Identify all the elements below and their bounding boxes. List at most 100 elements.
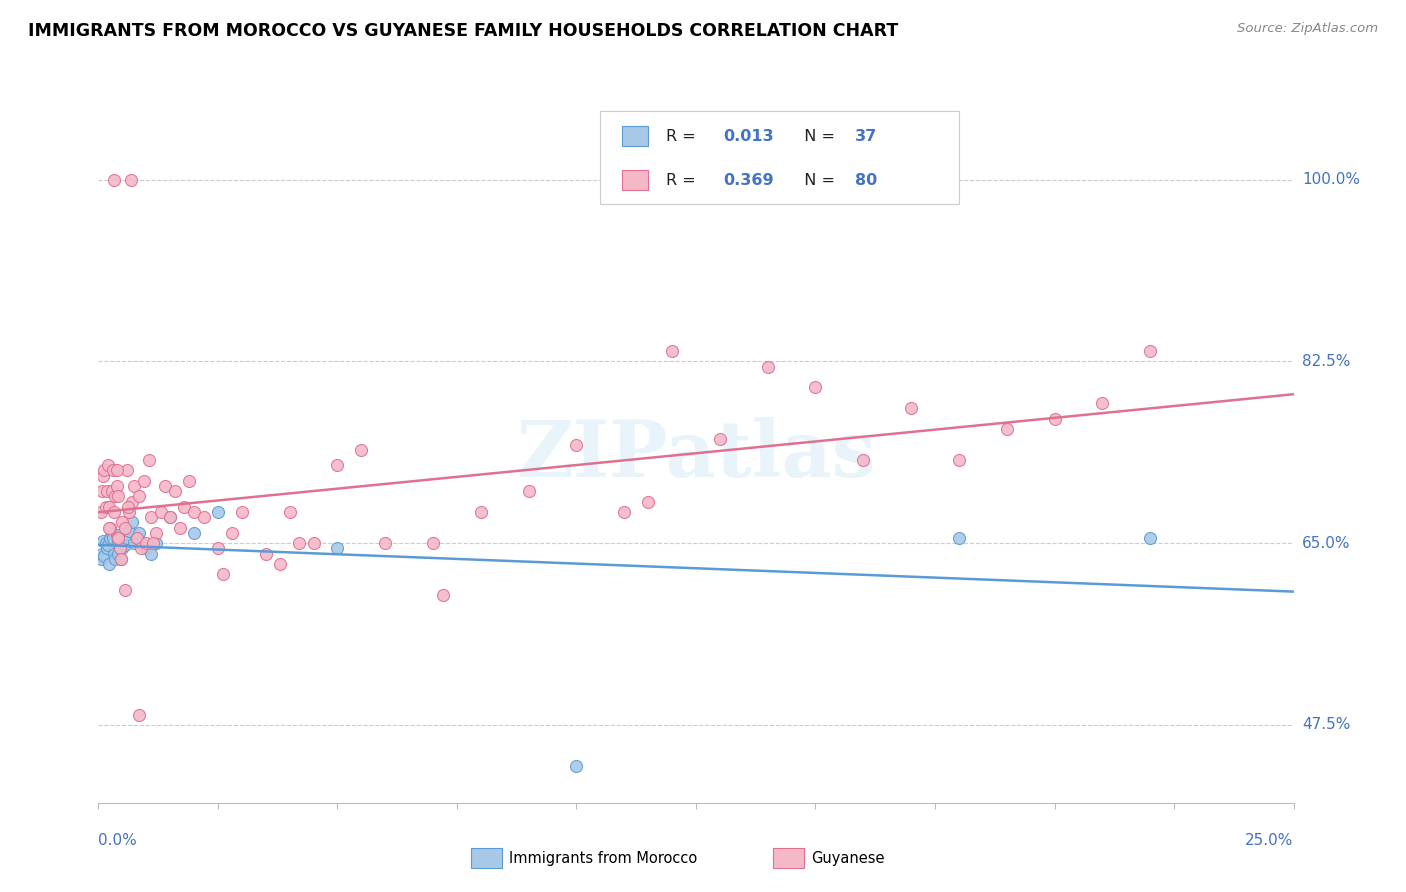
Point [91,468,114,483]
Point [661,344,683,359]
Point [159,510,181,524]
Point [948,531,970,545]
Point [231,505,253,519]
Point [117,500,139,514]
Point [145,525,167,540]
Point [432,588,454,602]
Point [470,505,492,519]
Point [1139,531,1161,545]
Point [97,458,120,473]
Point [90,551,112,566]
Point [125,531,148,545]
Point [163,484,186,499]
Point [90,505,112,519]
Point [101,525,124,540]
Point [128,525,150,540]
Point [422,536,444,550]
Point [103,505,125,519]
Point [114,520,136,534]
Point [110,551,132,566]
Point [96,484,118,499]
Point [94,536,117,550]
Point [138,453,160,467]
Point [125,531,148,545]
Point [1091,396,1114,410]
Point [101,484,124,499]
Point [114,538,136,552]
Point [128,707,150,722]
Text: Guyanese: Guyanese [811,851,884,865]
Point [103,547,125,561]
Point [139,547,162,561]
Point [145,536,167,550]
Point [97,538,120,552]
Point [804,380,827,394]
Point [111,541,134,556]
Point [124,479,146,493]
Point [131,541,153,556]
Point [948,453,970,467]
Point [1139,344,1161,359]
Point [107,534,129,549]
Point [97,520,120,534]
Point [173,500,195,514]
Point [207,505,229,519]
Point [221,525,243,540]
Point [105,528,128,542]
Point [91,547,114,561]
FancyBboxPatch shape [621,127,648,146]
Point [107,531,129,545]
Point [118,524,141,538]
Text: 0.0%: 0.0% [98,833,138,848]
Text: Immigrants from Morocco: Immigrants from Morocco [509,851,697,865]
Point [326,458,349,473]
Point [350,442,373,457]
Point [211,567,233,582]
Point [132,474,155,488]
Point [108,541,131,556]
Text: ZIPatlas: ZIPatlas [516,417,876,493]
Point [114,582,136,597]
Text: Source: ZipAtlas.com: Source: ZipAtlas.com [1237,22,1378,36]
Point [183,525,205,540]
Point [709,433,731,447]
Point [135,541,157,556]
Point [108,536,131,550]
Text: IMMIGRANTS FROM MOROCCO VS GUYANESE FAMILY HOUSEHOLDS CORRELATION CHART: IMMIGRANTS FROM MOROCCO VS GUYANESE FAMI… [28,22,898,40]
Point [94,500,117,514]
Point [302,536,325,550]
Point [91,484,114,499]
Text: R =: R = [666,128,702,144]
Point [326,541,349,556]
Point [756,359,779,374]
Text: 0.013: 0.013 [724,128,775,144]
Point [613,505,636,519]
Point [565,759,588,773]
Text: 65.0%: 65.0% [1302,536,1350,550]
Point [131,536,153,550]
Point [98,531,122,545]
Point [124,536,146,550]
Point [139,510,162,524]
Point [179,474,201,488]
Point [193,510,215,524]
Point [107,547,129,561]
Point [142,536,165,550]
FancyBboxPatch shape [600,111,959,204]
Point [288,536,311,550]
Point [155,479,177,493]
Text: 47.5%: 47.5% [1302,717,1350,732]
Point [110,551,132,566]
Text: N =: N = [794,173,841,188]
Point [517,484,540,499]
Text: 82.5%: 82.5% [1302,354,1350,369]
Point [111,516,134,530]
Point [97,557,120,571]
Point [118,505,141,519]
Point [852,453,875,467]
Point [101,463,124,477]
Text: N =: N = [794,128,841,144]
Point [995,422,1018,436]
Point [120,172,142,186]
Point [105,479,128,493]
